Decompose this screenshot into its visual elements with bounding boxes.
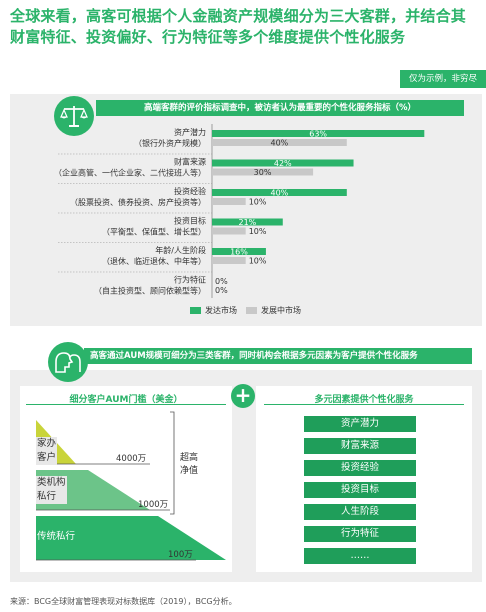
factor-item-1: 财富来源: [304, 438, 416, 454]
bar-1-0: [212, 139, 347, 146]
category-label-2: 投资经验: [174, 186, 206, 196]
tier-traditional-shape: [36, 516, 226, 560]
category-label-1: 财富来源: [174, 157, 206, 167]
data-label-1-2: 10%: [249, 198, 267, 207]
note-tab: 仅为示例，非穷尽: [400, 70, 486, 88]
category-label-0: 资产潜力: [174, 127, 206, 137]
data-label-0-2: 40%: [271, 189, 289, 198]
data-label-1-1: 30%: [254, 168, 272, 177]
threshold-4000: 4000万: [116, 454, 147, 464]
factor-item-5: 行为特征: [304, 526, 416, 542]
super-bracket: [170, 411, 175, 515]
data-label-1-4: 10%: [249, 257, 267, 266]
factor-item-0: 资产潜力: [304, 416, 416, 432]
category-label-4: 年龄/人生阶段: [155, 245, 206, 255]
two-heads-icon: [48, 342, 88, 382]
factor-item-4: 人生阶段: [304, 504, 416, 520]
threshold-1000: 1000万: [138, 500, 169, 510]
data-label-1-0: 40%: [271, 139, 289, 148]
data-label-0-3: 21%: [238, 218, 256, 227]
bar-1-3: [212, 227, 246, 235]
factors-title: 多元因素提供个性化服务: [314, 395, 414, 405]
data-label-1-3: 10%: [249, 227, 267, 236]
data-label-0-4: 16%: [230, 248, 248, 257]
data-label-0-1: 42%: [274, 159, 292, 168]
category-sublabel-4: （退休、临近退休、中年等）: [102, 256, 206, 266]
headline: 全球来看，高客可根据个人金融资产规模细分为三大客群，并结合其财富特征、投资偏好、…: [10, 7, 467, 46]
chart-title: 高端客群的评价指标调查中，被访者认为最重要的个性化服务指标（%）: [96, 100, 464, 116]
factor-item-3: 投资目标: [304, 482, 416, 498]
tier-family-office-label: 家办 客户: [36, 437, 58, 465]
legend-label-1: 发展中市场: [261, 305, 301, 315]
survey-bar-chart: 资产潜力（银行外资产规模） 63% 40% 财富来源（企业高管、一代企业家、二代接班人…: [54, 124, 425, 315]
balance-scale-icon: [54, 96, 94, 136]
segments-title: 高客通过AUM规模可细分为三类客群，同时机构会根据多元因素为客户提供个性化服务: [84, 348, 472, 364]
threshold-100: 100万: [168, 550, 193, 560]
bar-1-2: [212, 198, 246, 205]
category-sublabel-3: （平衡型、保值型、增长型）: [102, 227, 206, 237]
aum-title: 细分客户AUM门槛（美金）: [69, 395, 183, 405]
plus-icon: +: [231, 384, 255, 408]
factor-item-2: 投资经验: [304, 460, 416, 476]
data-label-0-5: 0%: [215, 277, 228, 286]
category-label-5: 行为特征: [174, 275, 206, 285]
tier-institutional-label: 类机构 私行: [36, 476, 67, 504]
category-label-3: 投资目标: [174, 216, 206, 226]
source-note: 来源：BCG全球财富管理表现对标数据库（2019），BCG分析。: [10, 597, 237, 606]
bar-1-1: [212, 168, 314, 176]
bar-0-1: [212, 159, 354, 167]
legend-swatch-1: [246, 307, 257, 314]
factors-title-underline: [264, 404, 464, 405]
super-label: 超高 净值: [180, 453, 199, 476]
category-sublabel-0: （银行外资产规模）: [134, 138, 206, 148]
bar-0-4: [212, 248, 266, 255]
bar-0-2: [212, 189, 347, 196]
category-sublabel-1: （企业高管、一代企业家、二代接班人等）: [54, 168, 206, 178]
data-label-1-5: 0%: [215, 286, 228, 295]
legend-label-0: 发达市场: [205, 305, 237, 315]
category-sublabel-2: （股票投资、债券投资、房产投资等）: [70, 197, 206, 207]
bar-0-0: [212, 130, 425, 137]
aum-title-underline: [26, 404, 226, 405]
bar-1-4: [212, 257, 246, 264]
bar-0-3: [212, 218, 283, 226]
category-sublabel-5: （自主投资型、顾问依赖型等）: [94, 286, 206, 296]
data-label-0-0: 63%: [309, 130, 327, 139]
legend-swatch-0: [190, 307, 201, 314]
tier-traditional-label: 传统私行: [37, 531, 76, 542]
factor-item-6: ……: [304, 548, 416, 564]
